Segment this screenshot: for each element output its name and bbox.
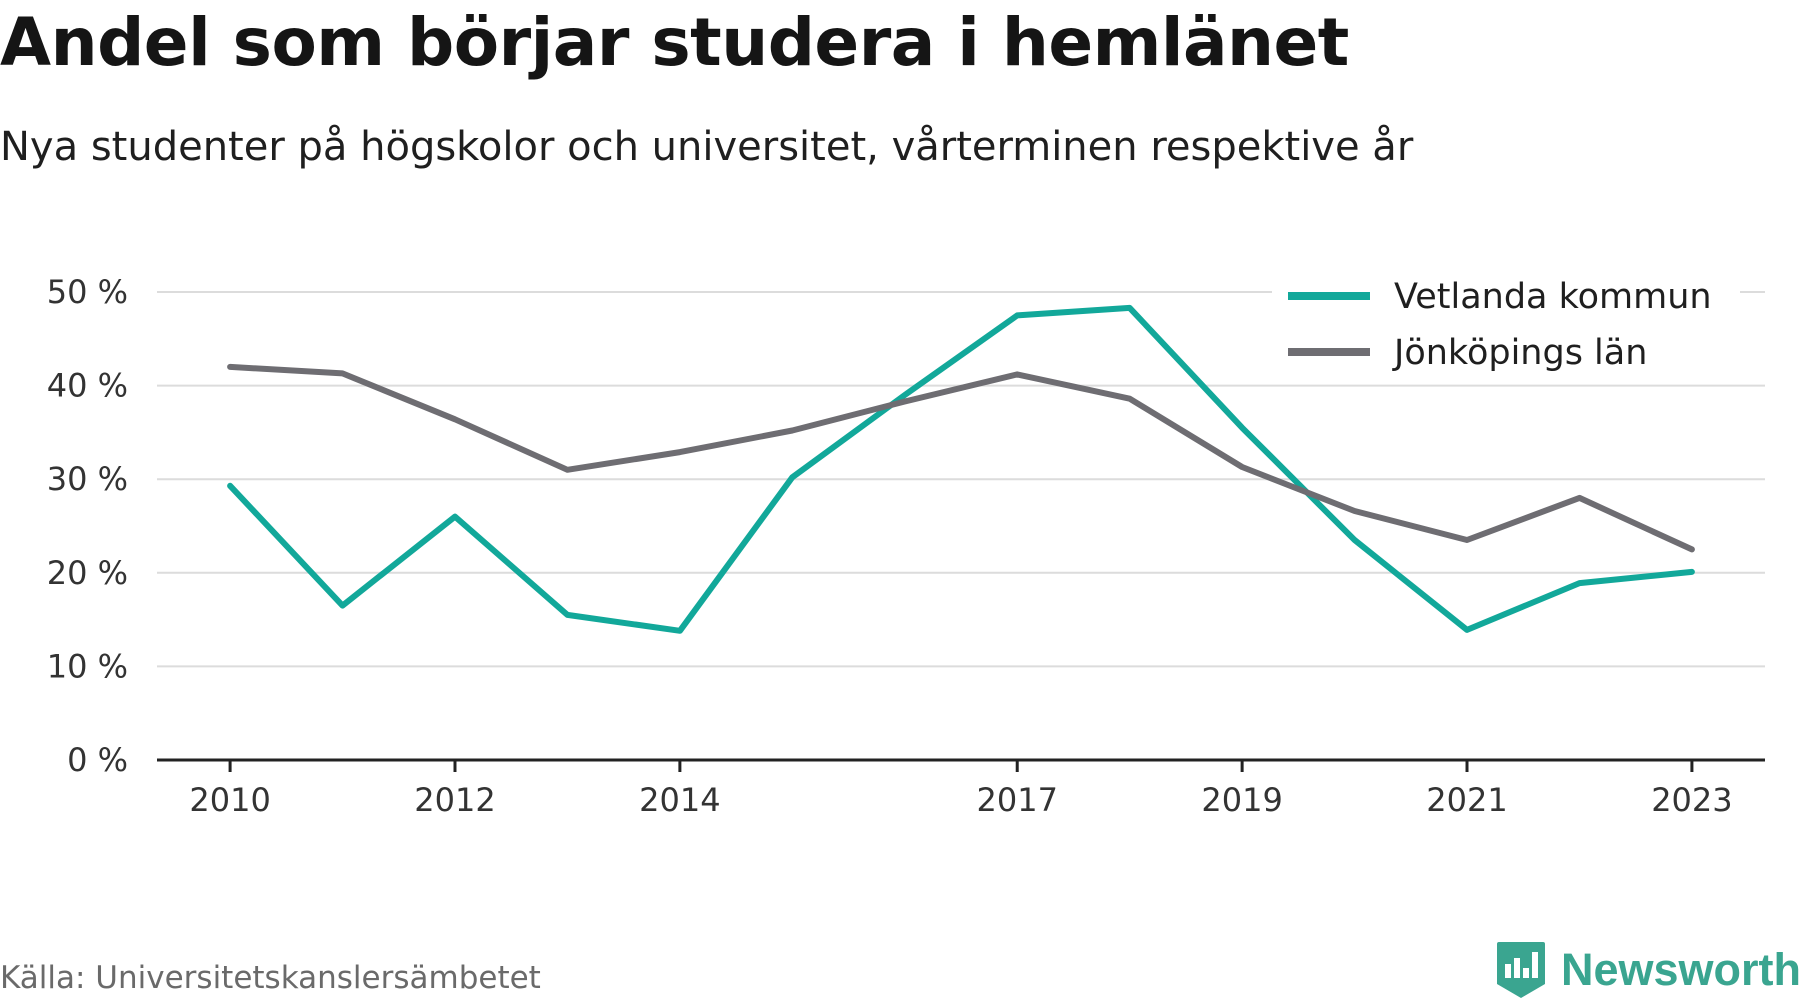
series-line-0 xyxy=(227,304,1695,634)
x-tick-label: 2010 xyxy=(189,781,270,819)
x-tick-label: 2023 xyxy=(1651,781,1732,819)
series-lines xyxy=(227,304,1695,634)
brand-name: Newsworthy xyxy=(1561,944,1800,995)
y-tick-label: 0 % xyxy=(67,741,128,779)
x-tick-label: 2019 xyxy=(1201,781,1282,819)
x-tick-label: 2014 xyxy=(639,781,720,819)
x-axis-ticks: 2010 2012 2014 2017 2019 2021 2023 xyxy=(189,760,1733,819)
brand-logo[interactable]: Newsworthy xyxy=(1495,940,1800,1000)
newsworthy-logo-icon xyxy=(1497,942,1545,998)
series-line-1 xyxy=(227,363,1695,553)
legend: Vetlanda kommun Jönköpings län xyxy=(1272,262,1740,384)
legend-background xyxy=(1272,262,1740,384)
y-tick-label: 10 % xyxy=(47,647,128,685)
chart-subtitle: Nya studenter på högskolor och universit… xyxy=(0,124,1414,170)
y-tick-label: 50 % xyxy=(47,273,128,311)
y-tick-label: 20 % xyxy=(47,554,128,592)
chart-title: Andel som börjar studera i hemlänet xyxy=(0,4,1349,81)
x-tick-label: 2021 xyxy=(1426,781,1507,819)
x-tick-label: 2017 xyxy=(977,781,1058,819)
y-tick-label: 40 % xyxy=(47,367,128,405)
legend-label: Vetlanda kommun xyxy=(1394,277,1712,317)
x-tick-label: 2012 xyxy=(414,781,495,819)
legend-label: Jönköpings län xyxy=(1392,333,1647,373)
source-note: Källa: Universitetskanslersämbetet xyxy=(0,960,541,996)
y-axis-tick-labels: 0 % 10 % 20 % 30 % 40 % 50 % xyxy=(47,273,128,779)
y-tick-label: 30 % xyxy=(47,460,128,498)
